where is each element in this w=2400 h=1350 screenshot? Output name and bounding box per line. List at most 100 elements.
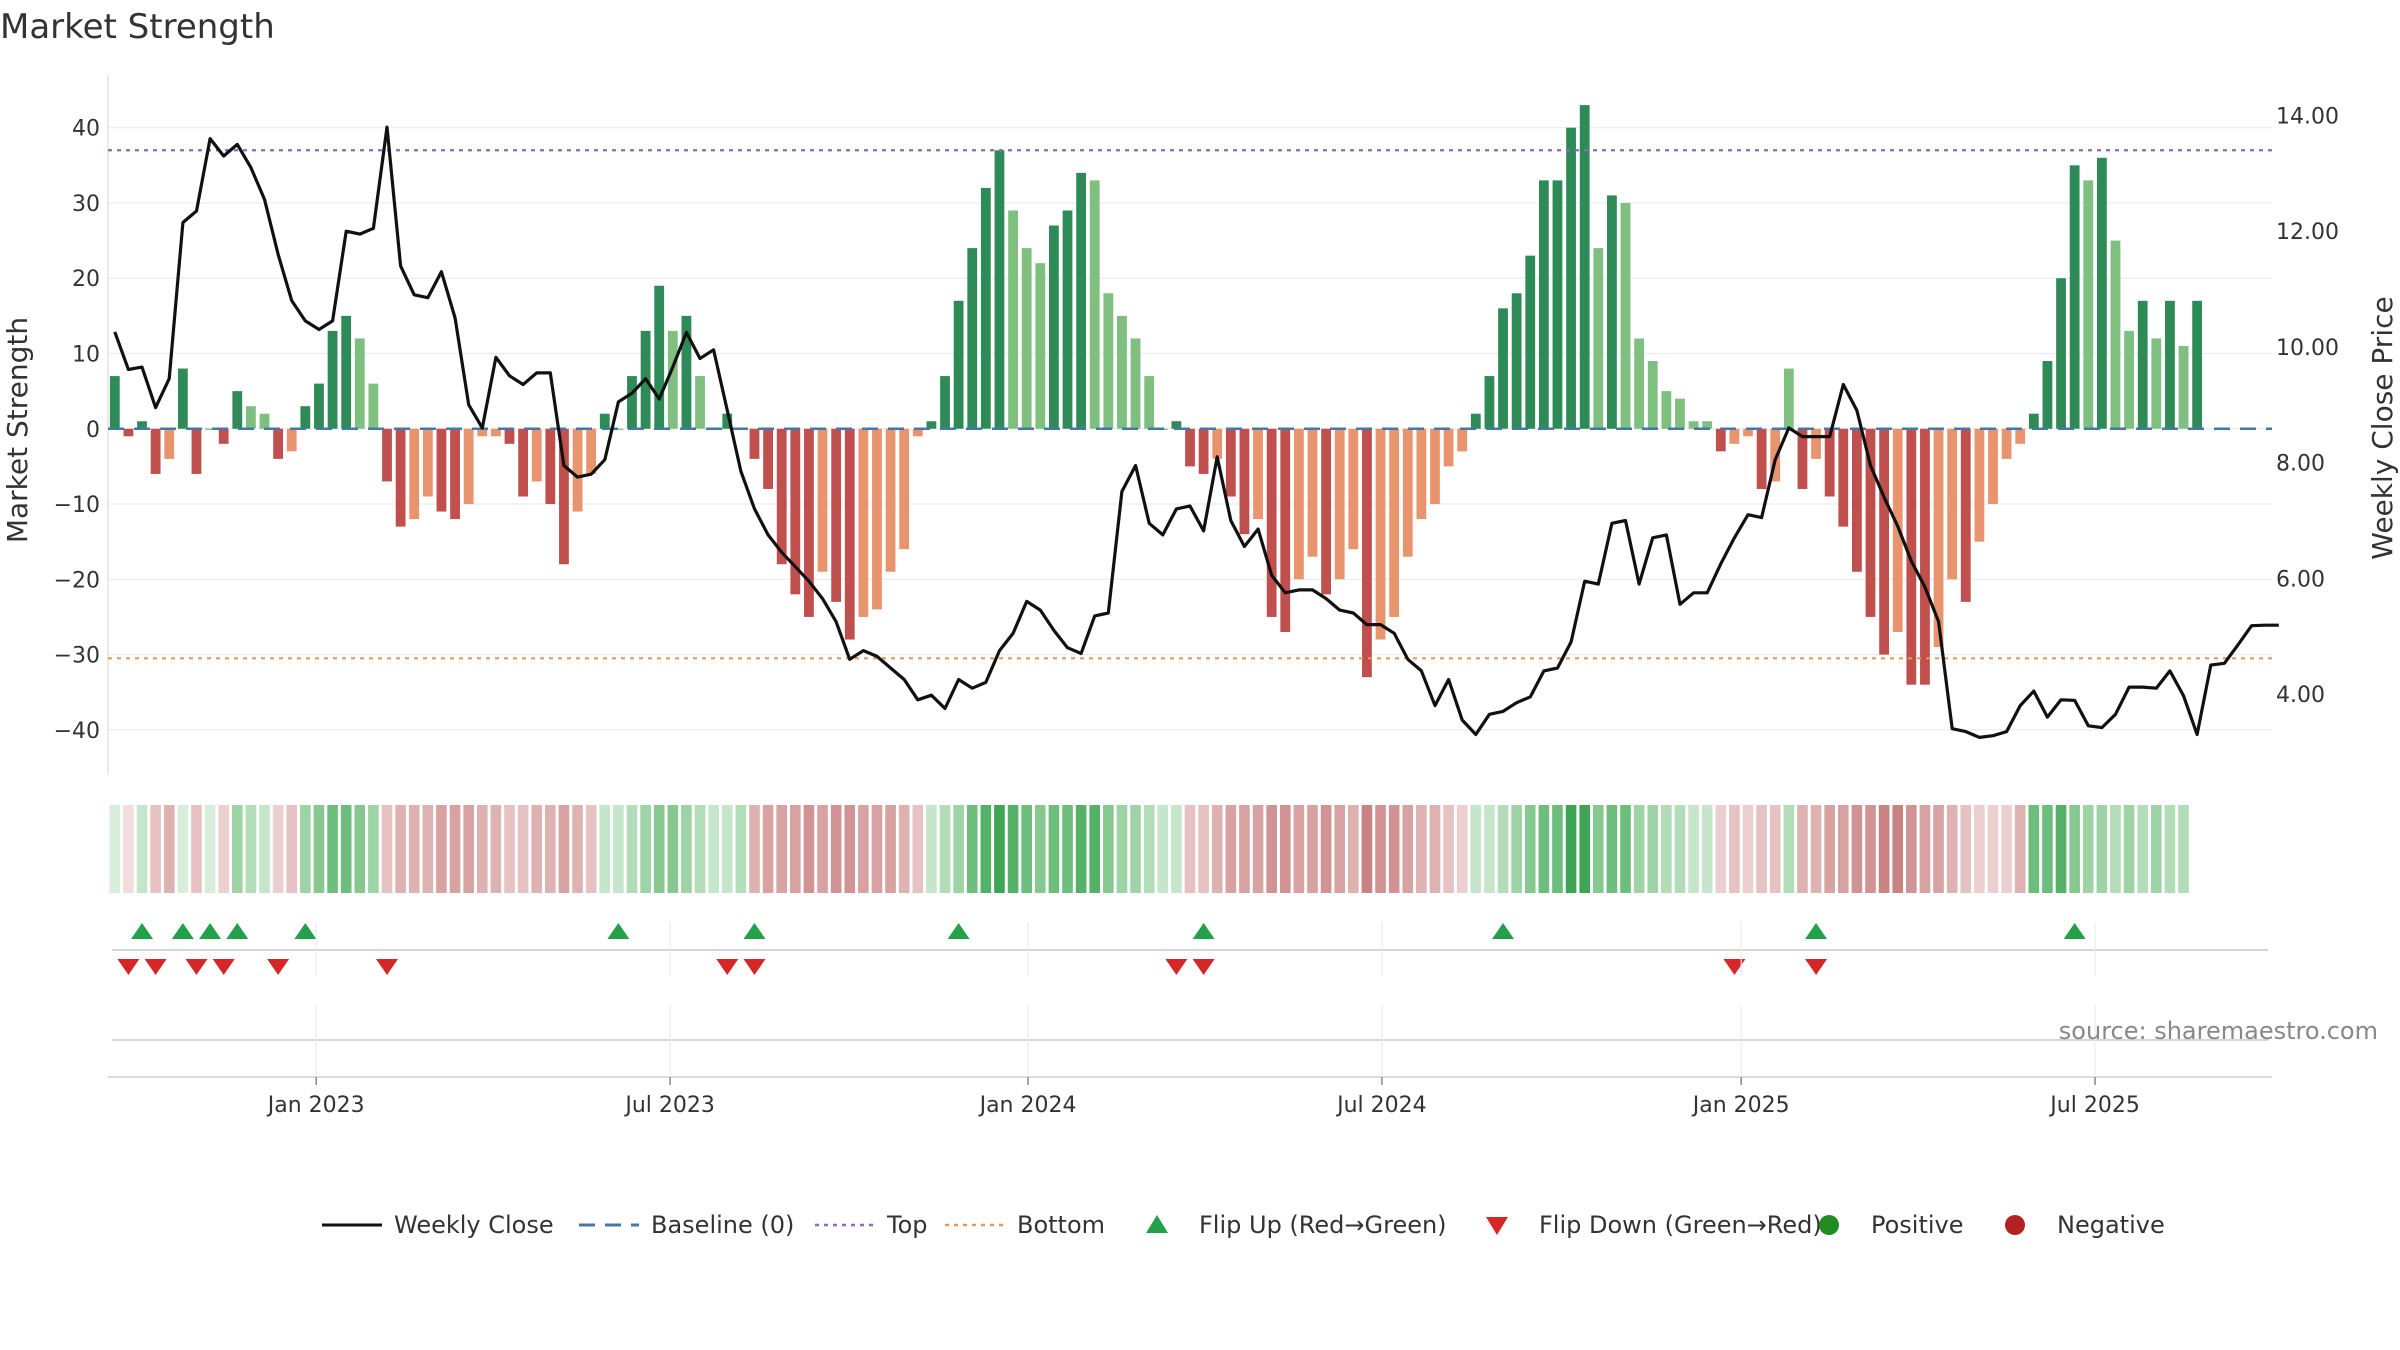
- strength-bar: [2096, 157, 2107, 429]
- strength-bar: [409, 428, 420, 520]
- strength-bar: [1171, 421, 1182, 429]
- strength-bar: [1729, 428, 1740, 444]
- flip-down-marker: [376, 959, 399, 975]
- strength-bar: [1362, 428, 1372, 678]
- band-cell: [2110, 805, 2121, 893]
- strength-bar: [286, 428, 297, 452]
- flip-up-marker: [607, 923, 630, 939]
- strength-bar: [681, 315, 692, 429]
- band-cell: [517, 805, 529, 893]
- x-axis-ticks: Jan 2023 Jul 2023 Jan 2024 Jul 2024 Jan 2025…: [266, 1077, 2140, 1118]
- legend-label: Weekly Close: [394, 1211, 554, 1239]
- flip-down-marker: [1192, 959, 1215, 975]
- band-cell: [1307, 805, 1318, 893]
- band-cell: [1756, 805, 1767, 893]
- strength-bar: [654, 285, 665, 429]
- band-cell: [2001, 805, 2012, 893]
- strength-bar: [1511, 293, 1522, 429]
- legend-item-flip-down-green-red: Flip Down (Green→Red): [1486, 1211, 1822, 1239]
- strength-bar: [123, 428, 134, 437]
- band-cell: [2082, 805, 2094, 893]
- band-cell: [1007, 805, 1019, 893]
- strength-bar: [2028, 413, 2039, 429]
- strength-bar: [1198, 428, 1209, 474]
- strength-bar: [2165, 300, 2175, 429]
- band-cell: [449, 805, 461, 893]
- band-cell: [545, 805, 556, 893]
- band-cell: [2055, 805, 2067, 893]
- legend-label: Positive: [1871, 1211, 1964, 1239]
- band-cell: [1375, 805, 1386, 893]
- strength-bar: [1348, 428, 1359, 550]
- band-cell: [1266, 805, 1277, 893]
- band-cell: [2028, 805, 2040, 893]
- band-cell: [1783, 805, 1795, 893]
- strength-bar: [1607, 195, 1617, 429]
- band-cell: [667, 805, 679, 893]
- strength-bar: [1933, 428, 1944, 648]
- band-cell: [204, 805, 216, 893]
- strength-bar: [1185, 428, 1195, 467]
- band-cell: [1075, 805, 1087, 893]
- band-cell: [1837, 805, 1849, 893]
- strength-bar: [436, 428, 447, 512]
- band-cell: [1157, 805, 1169, 893]
- strength-bar: [2178, 345, 2189, 429]
- band-cell: [1987, 805, 1999, 893]
- band-cell: [830, 805, 842, 893]
- band-cell: [1021, 805, 1032, 893]
- strength-bar: [790, 428, 801, 595]
- strength-bar: [177, 368, 188, 429]
- y-axis-title: Market Strength: [1, 317, 34, 543]
- band-cell: [694, 805, 706, 893]
- band-cell: [1252, 805, 1264, 893]
- strength-bar: [2042, 361, 2053, 429]
- band-cell: [926, 805, 937, 893]
- strength-bar: [1375, 428, 1386, 640]
- strength-bar: [1620, 202, 1631, 429]
- band-cell: [1552, 805, 1563, 893]
- band-cell: [286, 805, 298, 893]
- band-cell: [395, 805, 406, 893]
- band-cell: [885, 805, 896, 893]
- flip-down-marker: [716, 959, 739, 975]
- strength-bar: [504, 428, 515, 444]
- strength-bar: [246, 406, 256, 429]
- y-tick-label: 10: [72, 342, 100, 367]
- flip-up-marker: [2063, 923, 2086, 939]
- band-cell: [599, 805, 611, 893]
- strength-bar: [1048, 225, 1059, 429]
- strength-bar: [1688, 421, 1699, 429]
- flip-up-marker: [743, 923, 766, 939]
- flip-down-marker: [117, 959, 140, 975]
- flip-up-marker: [294, 923, 317, 939]
- band-cell: [1878, 805, 1890, 893]
- strength-bar: [1117, 315, 1127, 429]
- gridlines: [107, 75, 2272, 775]
- legend-item-positive: Positive: [1819, 1211, 1964, 1239]
- strength-bar: [382, 428, 392, 482]
- band-cell: [1906, 805, 1917, 893]
- strength-bar: [463, 428, 474, 505]
- band-cell: [191, 805, 202, 893]
- band-cell: [966, 805, 978, 893]
- band-cell: [1933, 805, 1944, 893]
- legend-swatch: [1819, 1215, 1839, 1235]
- band-cell: [994, 805, 1005, 893]
- strength-bar: [545, 428, 556, 505]
- legend-swatch: [2005, 1215, 2025, 1235]
- band-cell: [1089, 805, 1101, 893]
- band-cell: [1565, 805, 1577, 893]
- band-cell: [2151, 805, 2162, 893]
- strength-bar: [1430, 428, 1440, 505]
- band-cell: [1198, 805, 1209, 893]
- strength-bar: [2069, 165, 2080, 429]
- strength-bar: [613, 428, 624, 430]
- legend-item-flip-up-red-green: Flip Up (Red→Green): [1146, 1211, 1447, 1239]
- strength-bar: [395, 428, 406, 527]
- band-cell: [327, 805, 338, 893]
- strength-bar: [953, 300, 964, 429]
- band-cell: [1633, 805, 1645, 893]
- band-cell: [1606, 805, 1618, 893]
- band-cell: [558, 805, 570, 893]
